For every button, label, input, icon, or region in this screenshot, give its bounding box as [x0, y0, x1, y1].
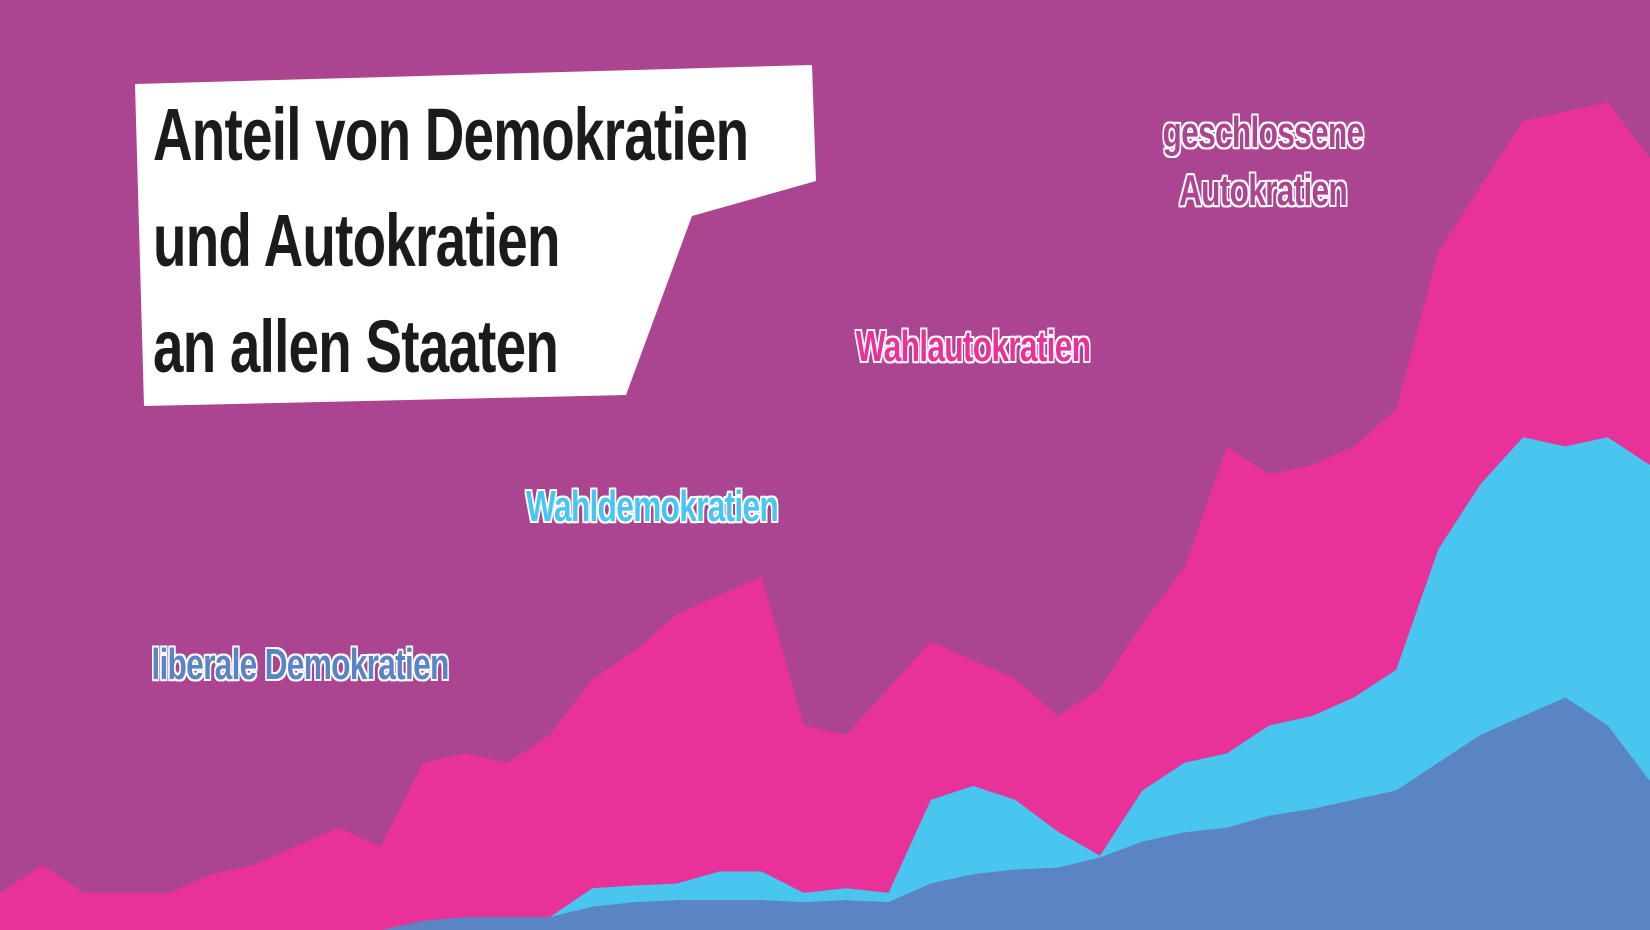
- area: [0, 102, 1650, 930]
- legend-label: Wahldemokratien: [525, 482, 779, 531]
- chart-title: Anteil von Demokratien und Autokratien a…: [153, 93, 749, 388]
- legend-label: geschlossene Autokratien: [1162, 108, 1365, 215]
- legend-label: liberale Demokratien: [151, 640, 449, 689]
- legend-label: Wahlautokratien: [855, 322, 1091, 371]
- title-box: [135, 65, 816, 406]
- area: [0, 697, 1650, 930]
- area: [0, 437, 1650, 930]
